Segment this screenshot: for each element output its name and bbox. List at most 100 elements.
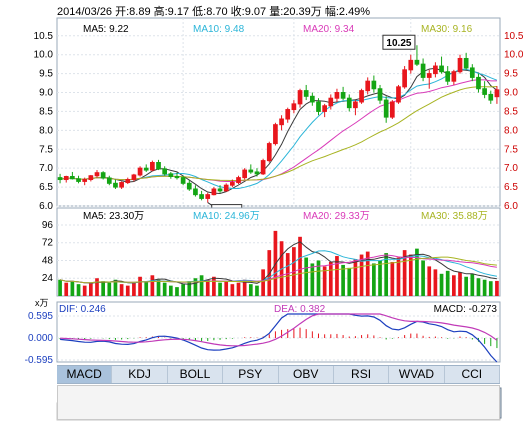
candle-body — [359, 90, 364, 103]
volume-bar — [156, 279, 161, 296]
volume-bar — [181, 284, 185, 296]
candle-body — [150, 162, 155, 171]
volume-bar — [347, 267, 352, 296]
price-ma10-label: MA10: 9.48 — [193, 24, 245, 35]
macd-dif-line — [60, 313, 498, 363]
price-axis-label-right: 10.5 — [504, 31, 524, 42]
candle-body — [119, 182, 124, 188]
volume-bar — [224, 281, 229, 296]
candle-body — [217, 188, 223, 192]
volume-bar — [101, 281, 105, 296]
volume-bar — [341, 264, 345, 296]
indicator-tabs: MACD KDJ BOLL PSY OBV RSI WVAD CCI — [57, 365, 500, 384]
volume-bar — [119, 284, 124, 296]
candle-body — [273, 124, 278, 145]
price-axis-label-left: 7.0 — [39, 163, 53, 174]
volume-bar — [421, 260, 425, 296]
candle-body — [303, 90, 309, 97]
volume-bar — [64, 282, 69, 296]
volume-bar — [464, 276, 469, 296]
macd-axis-label: -0.595 — [25, 355, 54, 366]
candle-body — [76, 178, 81, 182]
candle-body — [383, 99, 389, 118]
volume-bar — [476, 278, 481, 296]
candle-body — [137, 167, 143, 176]
timeline-navigator[interactable] — [57, 385, 500, 420]
tab-macd[interactable]: MACD — [57, 366, 113, 383]
candle-body — [162, 168, 168, 175]
volume-bar — [470, 273, 475, 296]
tab-obv[interactable]: OBV — [279, 366, 334, 383]
candle-body — [420, 63, 426, 78]
volume-bar — [95, 278, 99, 296]
price-axis-label-left: 7.5 — [39, 144, 53, 155]
macd-panel — [56, 301, 501, 363]
volume-unit-label: x万 — [35, 298, 49, 308]
candle-body — [94, 172, 100, 177]
volume-bar — [82, 285, 87, 296]
candle-body — [254, 171, 260, 175]
candle-body — [297, 90, 303, 105]
volume-axis-label: 72 — [42, 238, 54, 249]
volume-bar — [427, 266, 432, 296]
volume-bar — [482, 279, 487, 296]
candle-body — [316, 101, 321, 112]
volume-axis-label: 24 — [42, 273, 54, 284]
quote-header: 2014/03/26 开:8.89 高:9.17 低:8.70 收:9.07 量… — [57, 6, 371, 18]
tab-rsi[interactable]: RSI — [334, 366, 390, 383]
candle-body — [309, 95, 315, 103]
candle-body — [365, 80, 371, 92]
volume-bar — [168, 285, 173, 296]
candle-body — [426, 73, 432, 78]
candle-body — [285, 109, 291, 120]
volume-bar — [70, 281, 75, 296]
macd-dea-label: DEA: 0.382 — [274, 304, 326, 315]
tab-kdj[interactable]: KDJ — [112, 366, 168, 383]
tab-wvad[interactable]: WVAD — [389, 366, 445, 383]
candle-body — [193, 188, 198, 196]
price-panel — [56, 17, 501, 207]
volume-bar — [88, 282, 93, 296]
tab-boll[interactable]: BOLL — [168, 366, 224, 383]
volume-bar — [162, 282, 167, 296]
candle-body — [131, 174, 137, 181]
volume-bar — [113, 279, 118, 296]
volume-bar — [433, 269, 438, 296]
candle-body — [396, 86, 401, 103]
volume-bar — [212, 276, 216, 296]
candle-body — [211, 188, 217, 196]
candle-body — [353, 101, 358, 109]
candle-body — [125, 179, 131, 184]
candle-body — [346, 97, 352, 109]
volume-ma20-label: MA20: 29.33万 — [303, 211, 370, 222]
candle-body — [230, 182, 235, 186]
candle-body — [463, 57, 469, 69]
volume-bar — [248, 284, 253, 296]
candle-body — [106, 177, 112, 184]
candle-body — [494, 89, 500, 98]
candle-body — [186, 182, 192, 190]
candle-body — [88, 175, 94, 181]
volume-bar — [328, 261, 333, 296]
candle-body — [205, 194, 211, 199]
candle-body — [180, 177, 186, 184]
candle-body — [57, 177, 63, 181]
volume-bar — [125, 285, 130, 296]
volume-ma5-label: MA5: 23.30万 — [83, 211, 144, 222]
volume-ma30-label: MA30: 35.88万 — [421, 211, 488, 222]
candle-body — [445, 71, 451, 82]
volume-bar — [255, 285, 259, 296]
candle-body — [113, 182, 118, 188]
volume-bar — [316, 260, 321, 296]
candle-body — [242, 169, 248, 179]
tab-psy[interactable]: PSY — [223, 366, 279, 383]
high-annotation-box — [382, 34, 416, 50]
candle-body — [414, 59, 420, 65]
volume-bar — [378, 260, 382, 296]
price-axis-label-right: 10.0 — [504, 50, 524, 61]
volume-bar — [236, 282, 241, 296]
candle-body — [408, 59, 414, 71]
price-axis-label-left: 10.0 — [34, 50, 54, 61]
volume-bar — [193, 278, 198, 296]
tab-cci[interactable]: CCI — [445, 366, 500, 383]
